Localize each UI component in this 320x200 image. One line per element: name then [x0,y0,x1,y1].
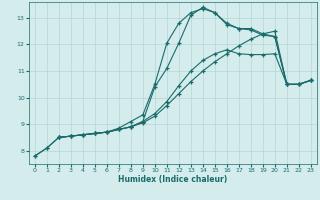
X-axis label: Humidex (Indice chaleur): Humidex (Indice chaleur) [118,175,228,184]
